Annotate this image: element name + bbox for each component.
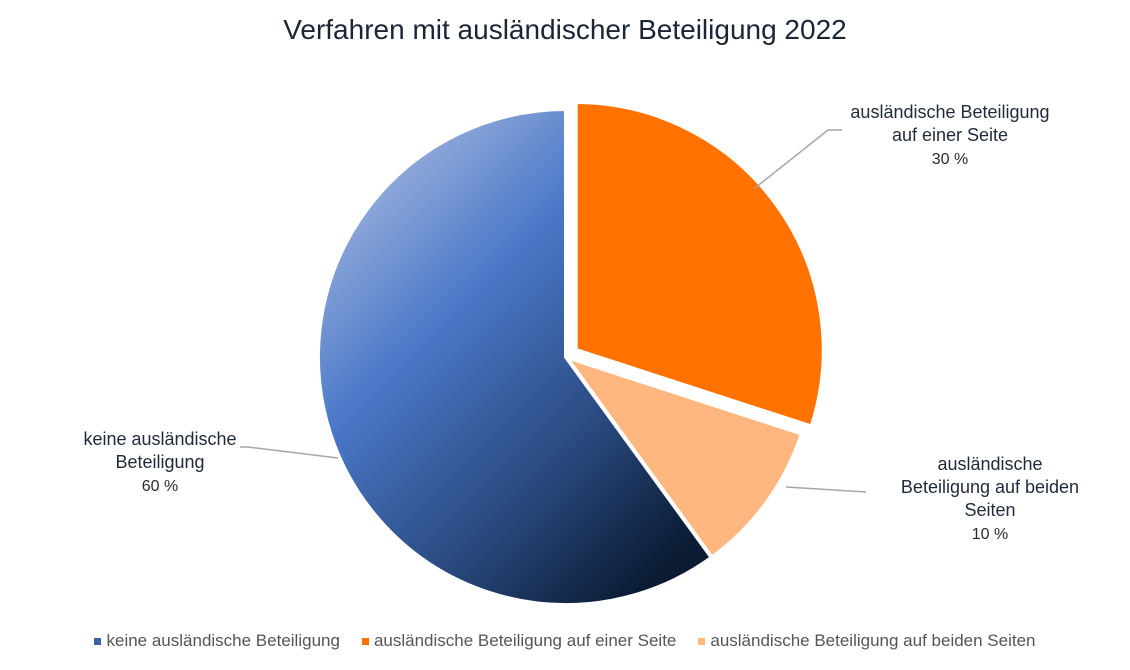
legend-swatch bbox=[698, 637, 706, 645]
legend-label: ausländische Beteiligung auf beiden Seit… bbox=[710, 631, 1036, 650]
leader-line bbox=[754, 129, 842, 189]
legend-label: ausländische Beteiligung auf einer Seite bbox=[373, 631, 677, 650]
legend-swatch bbox=[94, 637, 102, 645]
chart-title: Verfahren mit ausländischer Beteiligung … bbox=[283, 14, 847, 45]
legend-label: keine ausländische Beteiligung bbox=[106, 631, 340, 650]
slice-category-label: keine ausländische bbox=[83, 429, 236, 449]
slice-value-label: 10 % bbox=[972, 526, 1008, 543]
legend-item: ausländische Beteiligung auf einer Seite bbox=[361, 631, 677, 651]
slice-category-label: Seiten bbox=[964, 500, 1015, 520]
slice-category-label: ausländische bbox=[937, 454, 1042, 474]
slice-category-label: auf einer Seite bbox=[892, 125, 1008, 145]
slice-value-label: 30 % bbox=[932, 151, 968, 168]
slice-category-label: Beteiligung auf beiden bbox=[901, 477, 1079, 497]
slice-value-label: 60 % bbox=[142, 478, 178, 495]
pie-slice bbox=[316, 107, 714, 607]
legend-swatch bbox=[361, 637, 369, 645]
leader-line bbox=[240, 446, 339, 459]
slice-category-label: ausländische Beteiligung bbox=[850, 102, 1049, 122]
leader-line bbox=[785, 486, 867, 493]
pie-slice bbox=[564, 355, 804, 560]
pie-slice bbox=[573, 99, 826, 429]
legend-item: keine ausländische Beteiligung bbox=[94, 631, 340, 651]
slice-category-label: Beteiligung bbox=[115, 452, 204, 472]
legend: keine ausländische Beteiligung ausländisc… bbox=[0, 631, 1130, 651]
legend-item: ausländische Beteiligung auf beiden Seit… bbox=[698, 631, 1036, 651]
